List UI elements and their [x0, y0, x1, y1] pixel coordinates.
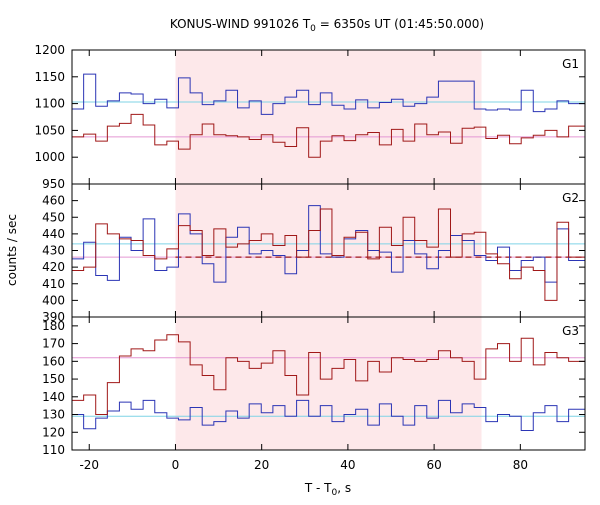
- y-tick-label: 120: [42, 425, 65, 439]
- series-red-histogram: [72, 334, 585, 416]
- y-tick-label: 110: [42, 443, 65, 457]
- y-tick-label: 450: [42, 210, 65, 224]
- plot-area: 95010001050110011501200G1390400410420430…: [34, 43, 586, 472]
- y-tick-label: 430: [42, 244, 65, 258]
- series-blue-histogram: [72, 73, 585, 115]
- y-tick-label: 160: [42, 354, 65, 368]
- panel-label: G1: [562, 57, 579, 71]
- y-tick-label: 400: [42, 293, 65, 307]
- series-red-histogram: [72, 208, 585, 301]
- x-tick-label: 60: [426, 458, 441, 472]
- chart-title: KONUS-WIND 991026 T0 = 6350s UT (01:45:5…: [170, 17, 484, 34]
- y-tick-label: 390: [42, 310, 65, 324]
- x-tick-label: 20: [254, 458, 269, 472]
- y-tick-label: 150: [42, 372, 65, 386]
- panel-g1: 950 1000 1050 1100 1150 1200 G1: [34, 43, 586, 191]
- y-tick-label: 440: [42, 227, 65, 241]
- x-tick-label: 0: [172, 458, 180, 472]
- y-tick-label: 460: [42, 194, 65, 208]
- panel-frame: [71, 316, 586, 451]
- y-tick-label: 410: [42, 277, 65, 291]
- y-tick-label: 1050: [34, 123, 65, 137]
- series-blue-histogram: [72, 399, 585, 431]
- panel-label: G3: [562, 324, 579, 338]
- y-tick-label: 180: [42, 319, 65, 333]
- shaded-interval: [175, 50, 482, 184]
- x-tick-label: -20: [79, 458, 99, 472]
- y-tick-label: 420: [42, 260, 65, 274]
- y-tick-label: 1200: [34, 43, 65, 57]
- shaded-interval: [175, 317, 482, 450]
- y-tick-label: 140: [42, 390, 65, 404]
- y-tick-label: 950: [42, 177, 65, 191]
- y-axis-label: counts / sec: [5, 214, 19, 286]
- x-axis-label: T - T0, s: [304, 481, 351, 498]
- y-tick-label: 1100: [34, 97, 65, 111]
- panel-g3: 110 120 130 140 150 160 170 180 G3: [42, 316, 586, 457]
- shaded-interval: [175, 184, 482, 317]
- y-tick-label: 1150: [34, 70, 65, 84]
- series-blue-histogram: [72, 205, 585, 283]
- x-tick-label: 80: [513, 458, 528, 472]
- panel-label: G2: [562, 191, 579, 205]
- panel-g2: 390 400 410 420 430 440 450 460 G2: [42, 183, 586, 324]
- series-red-histogram: [72, 113, 585, 158]
- y-tick-label: 1000: [34, 150, 65, 164]
- x-tick-label: 40: [340, 458, 355, 472]
- y-tick-label: 130: [42, 408, 65, 422]
- y-tick-label: 170: [42, 337, 65, 351]
